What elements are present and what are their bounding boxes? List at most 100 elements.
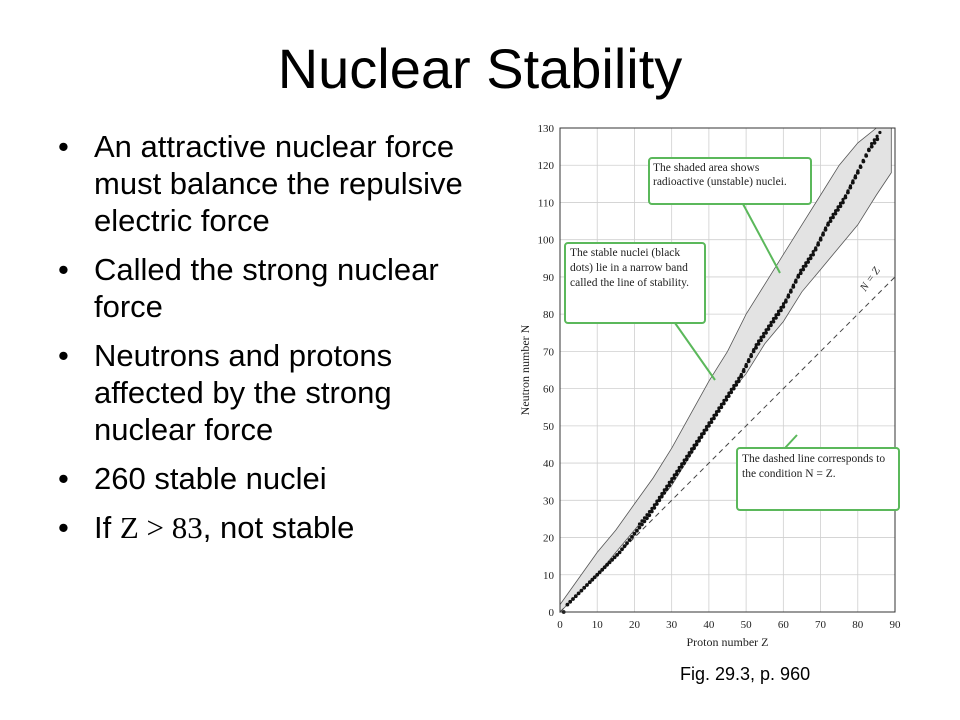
y-tick-label: 90 xyxy=(543,272,555,284)
bullet-item: • Neutrons and protons affected by the st… xyxy=(58,337,498,448)
stable-nucleus-dot xyxy=(861,159,866,164)
stable-nucleus-dot xyxy=(689,450,694,454)
stable-nucleus-dot xyxy=(707,423,711,428)
stable-nucleus-dot xyxy=(712,416,716,421)
stable-nucleus-dot xyxy=(858,165,863,169)
stable-nucleus-dot xyxy=(662,491,667,495)
stable-nucleus-dot xyxy=(627,538,632,542)
x-tick-label: 0 xyxy=(557,619,563,631)
stable-nucleus-dot xyxy=(622,544,627,549)
stable-nucleus-dot xyxy=(620,547,624,552)
stable-nucleus-dot xyxy=(821,232,825,237)
stable-nucleus-dot xyxy=(848,185,853,190)
stable-nucleus-dot xyxy=(595,572,600,577)
callout-stable: The stable nuclei (black dots) lie in a … xyxy=(564,242,716,381)
stable-nucleus-dot xyxy=(617,550,622,555)
stable-nucleus-dot xyxy=(798,271,803,276)
stable-nucleus-dot xyxy=(565,602,570,607)
stable-nucleus-dot xyxy=(573,594,578,599)
stable-nucleus-dot xyxy=(781,304,786,309)
y-tick-label: 40 xyxy=(543,458,555,470)
stable-nucleus-dot xyxy=(576,591,581,596)
bullet-item: • If Z > 83, not stable xyxy=(58,509,498,546)
bullet-text-suffix: , not stable xyxy=(202,510,355,545)
stable-nucleus-dot xyxy=(746,359,751,364)
stable-nucleus-dot xyxy=(751,349,756,354)
stable-nucleus-dot xyxy=(590,577,595,582)
stable-nucleus-dot xyxy=(582,585,587,590)
stable-nucleus-dot xyxy=(568,599,573,604)
stable-nucleus-dot xyxy=(741,369,746,374)
stable-nucleus-dot xyxy=(841,197,845,202)
stable-nucleus-dot xyxy=(853,175,858,180)
stable-nucleus-dot xyxy=(721,401,726,406)
y-tick-label: 120 xyxy=(538,160,555,172)
stable-nucleus-dot xyxy=(841,200,845,205)
stable-nucleus-dot xyxy=(697,438,701,443)
stable-nucleus-dot xyxy=(801,267,806,272)
stable-nucleus-dot xyxy=(640,522,644,527)
stable-nucleus-dot xyxy=(870,142,874,146)
stable-nucleus-dot xyxy=(679,464,684,469)
stable-nucleus-dot xyxy=(647,513,652,518)
stable-nucleus-dot xyxy=(692,446,696,451)
stable-nucleus-dot xyxy=(687,453,691,458)
stable-nucleus-dot xyxy=(811,250,815,254)
x-tick-label: 60 xyxy=(778,619,790,631)
stable-nucleus-dot xyxy=(754,345,758,350)
stable-nucleus-dot xyxy=(649,509,654,514)
x-tick-label: 20 xyxy=(629,619,641,631)
callout-pointer xyxy=(784,434,798,449)
stable-nucleus-dot xyxy=(659,494,664,499)
x-tick-label: 80 xyxy=(852,619,864,631)
stable-nucleus-dot xyxy=(878,130,882,135)
stable-nucleus-dot xyxy=(571,597,575,601)
stable-nucleus-dot xyxy=(744,364,748,369)
stable-nucleus-dot xyxy=(587,580,592,585)
stable-nucleus-dot xyxy=(833,211,838,216)
stable-nucleus-dot xyxy=(632,531,637,536)
stable-nucleus-dot xyxy=(737,376,741,380)
y-tick-label: 110 xyxy=(538,197,555,209)
y-tick-labels: 0 10 20 30 40 50 60 70 80 90 100 110 120 130 xyxy=(538,123,555,619)
stable-nucleus-dot xyxy=(597,570,602,575)
stable-nucleus-dot xyxy=(756,342,761,346)
stable-nucleus-dot xyxy=(607,560,612,565)
x-tick-label: 10 xyxy=(592,619,604,631)
stable-nucleus-dot xyxy=(610,558,614,562)
stable-nucleus-dot xyxy=(657,498,662,503)
stable-nucleus-dot xyxy=(702,431,706,436)
stable-nucleus-dot xyxy=(684,457,689,462)
stable-nucleus-dot xyxy=(761,334,766,339)
stable-nucleus-dot xyxy=(667,483,672,488)
stable-nucleus-dot xyxy=(803,263,808,268)
stable-nucleus-dot xyxy=(637,525,642,530)
stable-nucleus-dot xyxy=(704,427,709,432)
figure-caption: Fig. 29.3, p. 960 xyxy=(680,664,811,684)
stable-nucleus-dot xyxy=(615,553,619,557)
callout-dashed: The dashed line corresponds to the condi… xyxy=(736,434,900,511)
stable-nucleus-dot xyxy=(672,476,676,480)
bullet-text: An attractive nuclear force must balance… xyxy=(94,129,463,238)
stable-nucleus-dot xyxy=(674,472,679,477)
stable-nucleus-dot xyxy=(766,327,771,331)
bullet-dot: • xyxy=(58,461,69,496)
stable-nucleus-dot xyxy=(791,285,796,289)
stable-nucleus-dot xyxy=(664,487,669,491)
stable-nucleus-dot xyxy=(855,170,860,175)
stable-nucleus-dot xyxy=(592,575,597,580)
stable-nucleus-dot xyxy=(774,316,778,320)
stable-nucleus-dot xyxy=(816,242,820,247)
y-tick-label: 60 xyxy=(543,384,555,396)
x-tick-label: 40 xyxy=(703,619,715,631)
stable-nucleus-dot xyxy=(813,247,818,252)
stable-nucleus-dot xyxy=(836,208,840,212)
stable-nucleus-dot xyxy=(759,338,763,343)
stable-nucleus-dot xyxy=(739,374,743,379)
stable-nucleus-dot xyxy=(585,583,589,587)
stable-nucleus-dot xyxy=(806,260,810,264)
y-tick-label: 80 xyxy=(543,309,555,321)
stable-nucleus-dot xyxy=(875,137,880,142)
y-tick-label: 0 xyxy=(549,607,555,619)
y-axis-label: Neutron number N xyxy=(518,324,532,415)
